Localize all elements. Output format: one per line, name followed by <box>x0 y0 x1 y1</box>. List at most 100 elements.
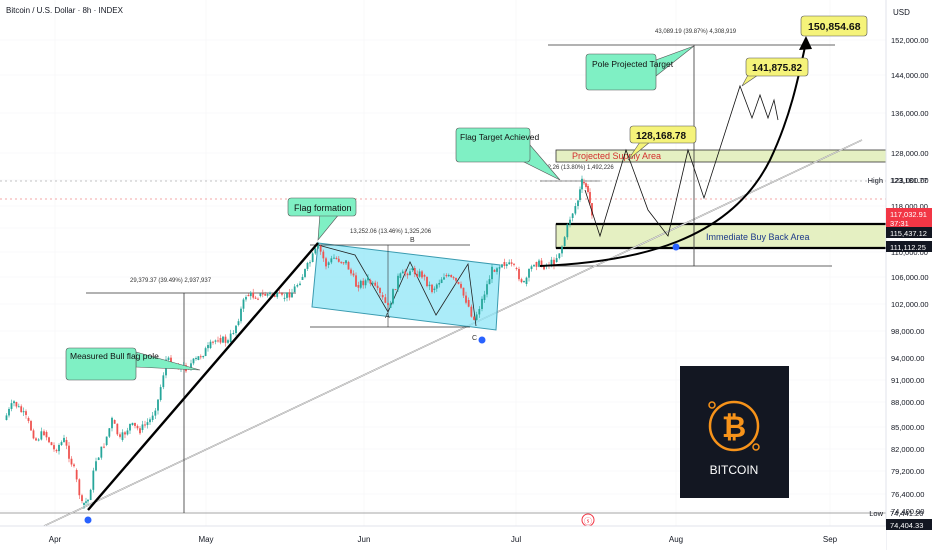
candle-body <box>352 273 355 276</box>
candle-body <box>555 258 558 262</box>
candle-body <box>227 340 229 343</box>
candle-body <box>540 260 543 266</box>
candle-body <box>473 316 475 320</box>
candle-body <box>543 265 545 270</box>
candle-body <box>167 357 170 360</box>
candle-body <box>520 279 523 283</box>
x-tick-label: Aug <box>669 535 683 544</box>
candle-body <box>350 269 352 274</box>
candle-body <box>462 287 465 296</box>
candle-body <box>45 432 48 438</box>
price-axis[interactable] <box>886 0 932 550</box>
candle-body <box>523 280 525 283</box>
candle-body <box>330 258 333 263</box>
candle-body <box>264 293 267 296</box>
candle-body <box>207 345 209 349</box>
candle-body <box>87 499 89 502</box>
candle-body <box>266 294 269 296</box>
candle-body <box>283 297 286 299</box>
candle-body <box>450 274 453 278</box>
candle-body <box>232 332 235 334</box>
parabolic-curve <box>539 41 807 267</box>
flag-target-measure-label: 922.26 (13.80%) 1,492,226 <box>541 165 614 171</box>
candle-body <box>503 262 506 266</box>
candle-body <box>219 338 222 343</box>
candle-body <box>481 298 483 309</box>
candle-body <box>139 428 141 434</box>
candle-body <box>83 502 85 505</box>
candle-body <box>389 303 392 308</box>
candle-body <box>111 417 113 429</box>
projection-measure-label: 43,089.19 (39.87%) 4,308,919 <box>655 29 737 35</box>
candle-body <box>151 415 154 420</box>
candle-body <box>281 293 283 295</box>
candle-body <box>486 284 488 295</box>
candle-body <box>579 189 581 200</box>
x-tick-label: Jun <box>358 535 371 544</box>
candle-body <box>583 182 585 184</box>
flag-measure-label: 13,252.06 (13.46%) 1,325,206 <box>350 229 432 235</box>
time-axis[interactable] <box>0 526 886 550</box>
candle-body <box>510 262 513 264</box>
candle-body <box>53 445 55 450</box>
candle-body <box>247 295 250 297</box>
candle-body <box>347 262 350 270</box>
price-tag-box <box>886 208 932 228</box>
candle-body <box>381 295 384 298</box>
target-2-text: 141,875.82 <box>752 63 802 74</box>
candle-body <box>22 411 25 413</box>
svg-text:Measured Bull flag pole: Measured Bull flag pole <box>70 351 159 361</box>
candle-body <box>37 439 40 441</box>
candle-body <box>574 206 577 214</box>
candle-body <box>345 260 347 264</box>
y-tick-label: 94,000.00 <box>891 354 924 363</box>
price-tag-value: 123,181.77 <box>890 176 928 185</box>
parabolic-arrowhead <box>799 36 812 50</box>
candle-body <box>566 224 569 238</box>
candle-body <box>533 264 535 267</box>
candle-body <box>421 271 423 278</box>
flag-swing-lines <box>317 244 477 327</box>
bitcoin-logo: ₿ BITCOIN <box>680 366 789 498</box>
price-tag-value: 74,404.33 <box>890 521 923 530</box>
candle-body <box>518 268 520 280</box>
candle-body <box>322 251 325 259</box>
buyback-zone-label: Immediate Buy Back Area <box>706 232 810 242</box>
candle-body <box>116 423 119 435</box>
y-tick-label: 79,200.00 <box>891 467 924 476</box>
candle-body <box>384 297 387 303</box>
candle-body <box>311 253 314 262</box>
candle-body <box>136 425 139 429</box>
candle-body <box>259 293 262 296</box>
candle-body <box>8 408 10 416</box>
target-1: 128,168.78 <box>627 125 697 161</box>
target-3-text: 150,854.68 <box>808 21 861 33</box>
candle-body <box>470 306 473 317</box>
price-tag-value: 74,441.20 <box>890 509 923 518</box>
candle-body <box>35 438 37 441</box>
candle-body <box>100 446 103 458</box>
candle-body <box>569 219 571 225</box>
flag-pole-line <box>87 242 319 511</box>
price-tag-value: 115,437.12 <box>890 229 927 238</box>
candle-body <box>364 280 367 286</box>
candle-body <box>286 292 288 298</box>
callout-pole-projected: Pole Projected Target <box>585 45 695 91</box>
candle-body <box>561 246 563 254</box>
candle-body <box>558 253 561 259</box>
event-marker-icon[interactable]: ⓢ <box>581 513 595 527</box>
candle-body <box>222 336 224 343</box>
candle-body <box>406 273 409 276</box>
candle-body <box>342 262 345 264</box>
candle-body <box>392 289 394 304</box>
callout-flag-target: Flag Target Achieved <box>455 127 561 181</box>
y-tick-label: 98,000.00 <box>891 327 924 336</box>
candle-body <box>478 308 481 315</box>
candle-body <box>528 269 530 278</box>
candle-body <box>515 268 518 269</box>
candle-body <box>27 418 30 422</box>
candle-body <box>242 299 245 309</box>
candle-body <box>254 297 257 299</box>
candle-body <box>217 340 219 342</box>
